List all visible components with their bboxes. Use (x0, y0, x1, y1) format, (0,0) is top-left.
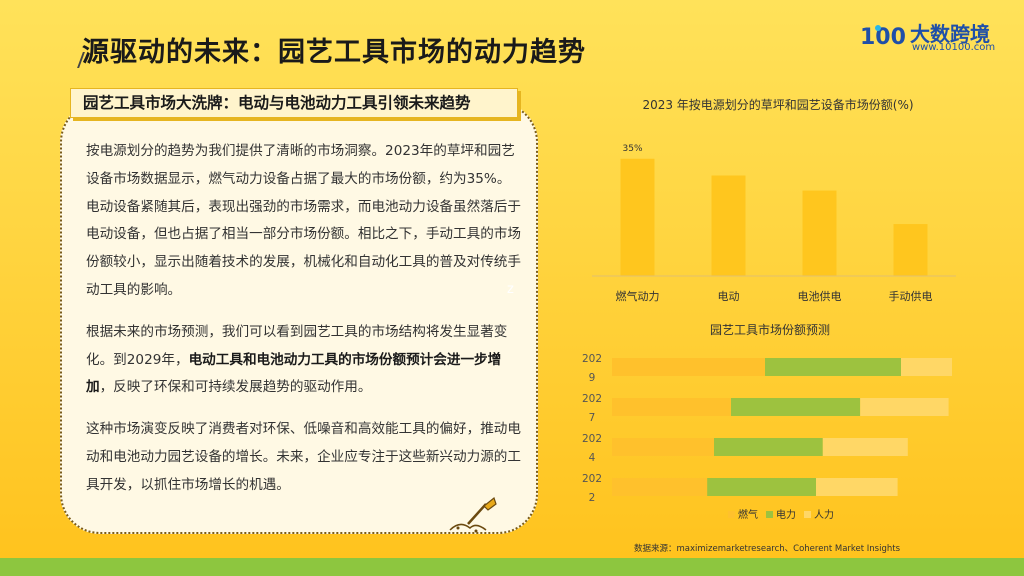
chart1-bar-1 (711, 175, 746, 276)
chart2-legend-label-2: 人力 (814, 508, 834, 521)
chart2-bar-3-0 (612, 478, 708, 496)
chart2-bar-1-1 (731, 398, 861, 416)
footer-band (0, 558, 1024, 576)
text-card (60, 102, 538, 534)
paragraph-3: 这种市场演变反映了消费者对环保、低噪音和高效能工具的偏好，推动电动和电池动力园艺… (86, 421, 521, 493)
paragraph-2: 根据未来的市场预测，我们可以看到园艺工具的市场结构将发生显著变化。到2029年，… (86, 319, 522, 402)
logo-name: 大数跨境 (910, 22, 990, 46)
source-note: 数据来源：maximizemarketresearch、Coherent Mar… (634, 544, 901, 554)
chart1-title: 2023 年按电源划分的草坪和园艺设备市场份额(%) (642, 97, 913, 112)
chart2-title: 园艺工具市场份额预测 (710, 322, 830, 337)
chart1-tick-label-2: 电池供电 (798, 289, 842, 303)
chart1-bar-2 (802, 190, 837, 276)
chart2-legend-swatch-2 (804, 511, 811, 518)
paragraph-2-pre: 根据未来的市场预测，我们可以看到园艺工具的市场结构将发生显著变化。到2029年， (86, 323, 508, 368)
chart2-bar-0-2 (901, 358, 952, 376)
body-text: 按电源划分的趋势为我们提供了清晰的市场洞察。2023年的草坪和园艺设备市场数据显… (86, 138, 522, 514)
chart2-tick-label-2: 202 4 (582, 433, 602, 464)
chart2-legend-label-0: 燃气 (738, 508, 758, 521)
chart2-legend-label-1: 电力 (776, 508, 796, 521)
chart1-data-label-0: 35% (623, 144, 643, 154)
chart2-tick-label-1: 202 7 (582, 393, 602, 424)
chart2-bar-1-2 (860, 398, 949, 416)
logo-url: www.10100.com (912, 42, 996, 53)
chart2-bar-0-0 (612, 358, 765, 376)
chart2-bar-0-1 (765, 358, 901, 376)
chart2-tick-label-3: 202 2 (582, 473, 602, 504)
chart1-tick-label-3: 手动供电 (889, 289, 933, 303)
paragraph-1: 按电源划分的趋势为我们提供了清晰的市场洞察。2023年的草坪和园艺设备市场数据显… (86, 143, 521, 298)
chart2-bar-3-1 (707, 478, 816, 496)
paragraph-2-bold: 电动工具和电池动力工具的市场份额预计会进一步增加 (86, 351, 502, 396)
market-share-forecast-chart: 园艺工具市场份额预测 202 9 202 7 202 4 202 2 燃气 电力 人力 (582, 322, 952, 521)
chart1-bar-0 (620, 158, 655, 276)
logo-mark-text: 100 (860, 25, 906, 50)
shovel-icon (449, 496, 497, 533)
chart1-tick-label-1: 电动 (718, 290, 740, 303)
chart2-legend-swatch-1 (766, 511, 773, 518)
chart2-bar-2-2 (822, 438, 908, 456)
chart1-tick-label-0: 燃气动力 (616, 289, 660, 303)
power-source-share-chart: 2023 年按电源划分的草坪和园艺设备市场份额(%) 燃气动力 35% 电动 电池供电… (592, 97, 956, 303)
chart2-bar-1-0 (612, 398, 731, 416)
chart2-bar-2-0 (612, 438, 714, 456)
brand-logo[interactable]: 100 大数跨境 www.10100.com (858, 16, 1008, 54)
paragraph-2-post: ，反映了环保和可持续发展趋势的驱动作用。 (99, 379, 372, 396)
chart1-bar-3 (893, 224, 928, 276)
chart2-tick-label-0: 202 9 (582, 353, 602, 384)
chart2-bar-3-2 (816, 478, 898, 496)
logo-mark-icon: 100 (860, 25, 906, 50)
slide-title: 源驱动的未来：园艺工具市场的动力趋势 (82, 37, 586, 68)
chart2-legend-swatch-0 (728, 511, 735, 518)
chart2-bar-2-1 (714, 438, 823, 456)
stray-letter: z (507, 282, 514, 297)
card-subtitle: 园艺工具市场大洗牌：电动与电池动力工具引领未来趋势 (70, 88, 518, 118)
